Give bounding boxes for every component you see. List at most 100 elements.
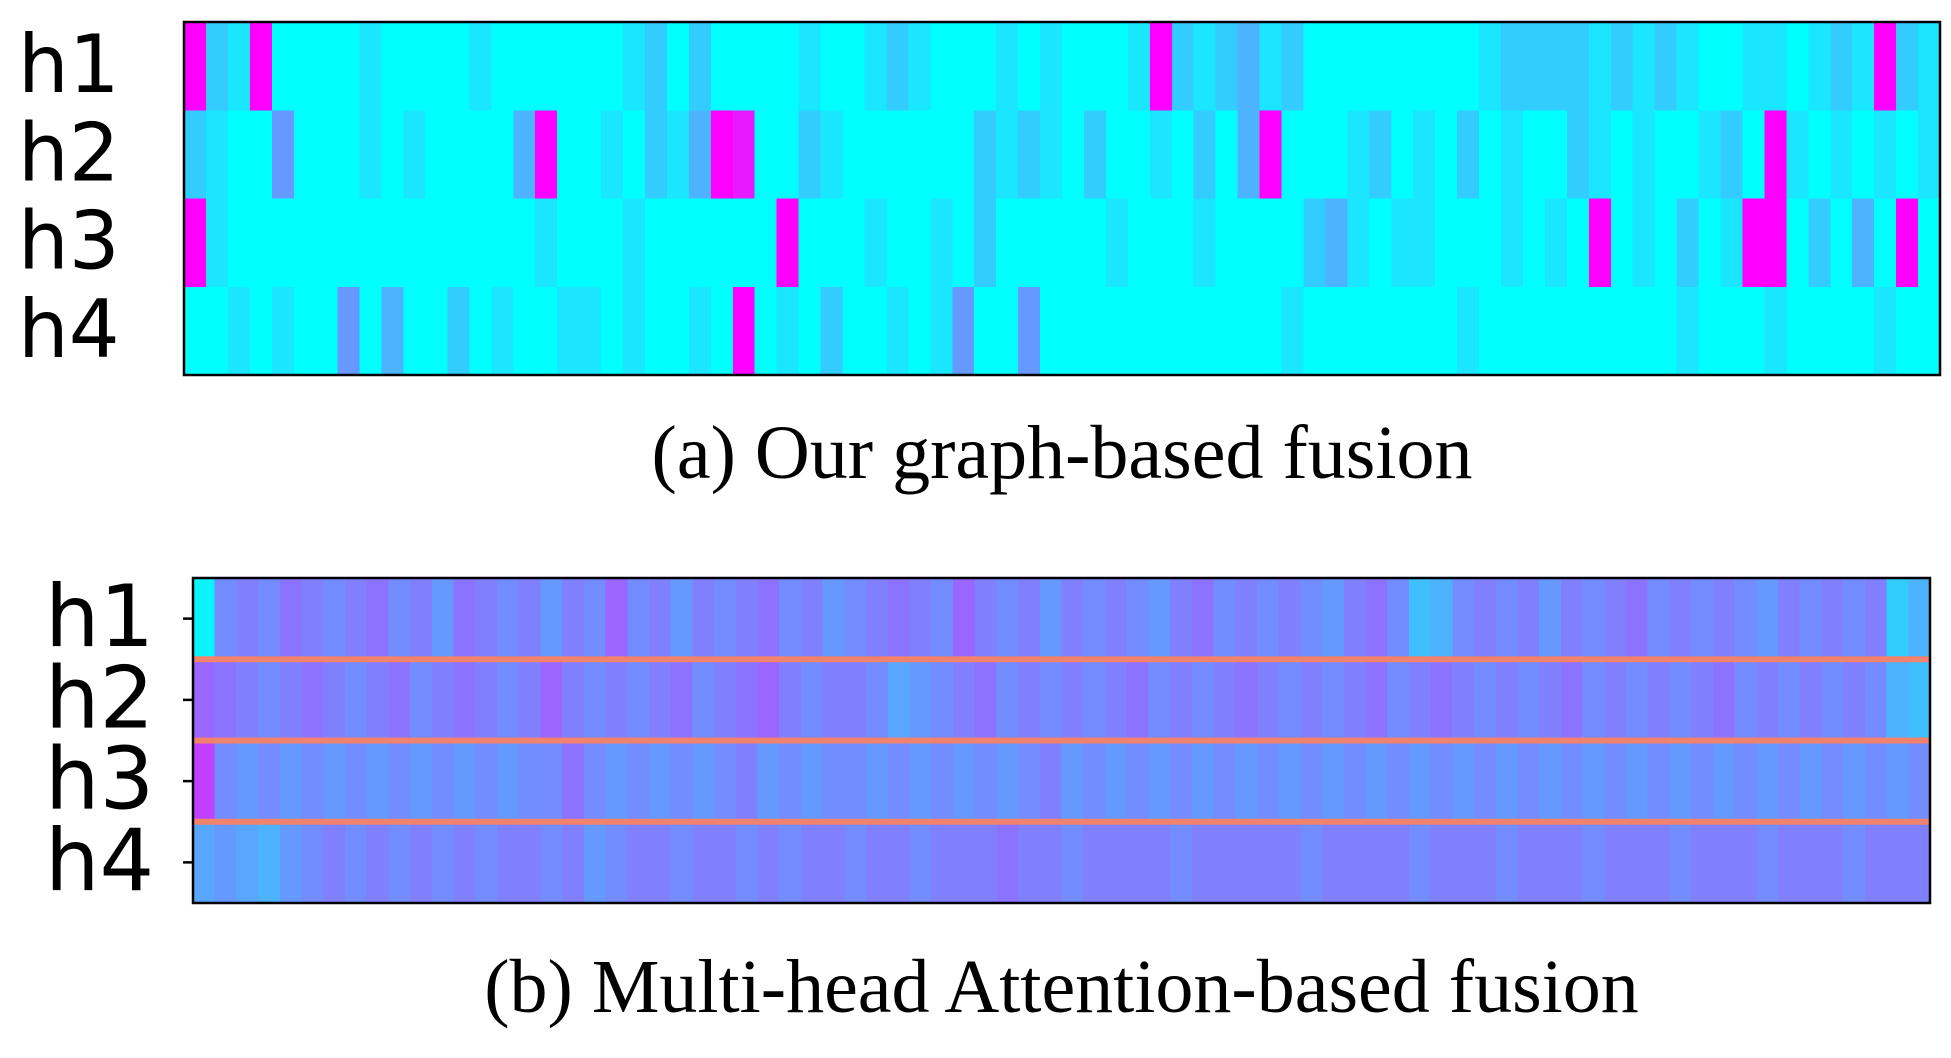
heatmap-cell [1908, 740, 1931, 823]
heatmap-cell [1821, 578, 1844, 660]
heatmap-cell [1062, 110, 1085, 200]
heatmap-cell [1495, 659, 1519, 742]
heatmap-cell [1213, 740, 1236, 823]
heatmap-cell [1647, 740, 1671, 823]
heatmap-cell [1479, 286, 1502, 376]
heatmap-cell [1647, 659, 1671, 742]
heatmap-cell [1369, 22, 1392, 111]
heatmap-cell [535, 198, 558, 288]
heatmap-cell [820, 198, 844, 288]
heatmap-cell [1322, 659, 1345, 742]
heatmap-cell [1061, 821, 1084, 904]
heatmap-cell [1918, 22, 1941, 111]
heatmap-cell [931, 659, 954, 742]
heatmap-cell [1654, 22, 1678, 111]
heatmap-cell [1104, 578, 1128, 660]
heatmap-cell [648, 821, 672, 904]
heatmap-cell [1193, 22, 1217, 111]
heatmap-cell [1062, 22, 1085, 111]
heatmap-cell [627, 578, 650, 660]
heatmap-cell [1325, 286, 1348, 376]
heatmap-cell [692, 659, 715, 742]
heatmap-cell [1171, 22, 1195, 111]
heatmap-cell [1387, 740, 1410, 823]
row-label: h3 [18, 195, 120, 288]
heatmap-cell [236, 821, 259, 904]
heatmap-cell [887, 740, 911, 823]
heatmap-cell [1039, 740, 1063, 823]
heatmap-cell [1191, 659, 1215, 742]
heatmap-cell [1408, 821, 1432, 904]
heatmap-cell [1669, 821, 1692, 904]
heatmap-cell [909, 578, 932, 660]
heatmap-cell [1365, 659, 1388, 742]
heatmap-cell [1874, 198, 1897, 288]
heatmap-cell [1430, 740, 1453, 823]
heatmap-cell [1886, 578, 1909, 660]
heatmap-cell [403, 110, 427, 200]
heatmap-cell [648, 659, 672, 742]
heatmap-cell [1303, 110, 1326, 200]
heatmap-cell [1560, 821, 1584, 904]
heatmap-cell [1517, 821, 1540, 904]
heatmap-cell [1764, 198, 1787, 288]
heatmap-cell [1886, 821, 1909, 904]
heatmap-cell [887, 578, 911, 660]
heatmap-cell [205, 22, 229, 111]
heatmap-cell [601, 22, 624, 111]
heatmap-cell [1676, 198, 1700, 288]
heatmap-cell [909, 740, 932, 823]
row-label: h3 [45, 730, 154, 830]
heatmap-cell [1734, 578, 1757, 660]
heatmap-cell [496, 659, 520, 742]
heatmap-cell [1647, 578, 1671, 660]
heatmap-cell [1896, 286, 1919, 376]
heatmap-cell [469, 286, 492, 376]
heatmap-cell [518, 740, 541, 823]
heatmap-cell [381, 110, 405, 200]
heatmap-cell [1501, 22, 1524, 111]
heatmap-cell [757, 578, 780, 660]
heatmap-cell [1105, 110, 1129, 200]
heatmap-cell [1479, 110, 1502, 200]
heatmap-cell [974, 286, 997, 376]
heatmap-cell [1300, 578, 1323, 660]
heatmap-cell [1104, 659, 1128, 742]
heatmap-cell [1786, 22, 1809, 111]
heatmap-cell [1654, 198, 1678, 288]
heatmap-cell [344, 659, 368, 742]
heatmap-cell [754, 286, 778, 376]
heatmap-cell [1886, 659, 1909, 742]
heatmap-cell [447, 286, 470, 376]
heatmap-cell [1281, 22, 1305, 111]
heatmap-cell [271, 198, 295, 288]
heatmap-cell [1281, 110, 1305, 200]
heatmap-cell [844, 659, 867, 742]
heatmap-cell [1560, 659, 1584, 742]
heatmap-cell [1582, 659, 1605, 742]
heatmap-cell [236, 740, 259, 823]
heatmap-cell [1062, 286, 1085, 376]
heatmap-cell [337, 110, 361, 200]
heatmap-cell [205, 198, 229, 288]
heatmap-cell [453, 821, 476, 904]
heatmap-cell [974, 659, 997, 742]
row-label: h4 [18, 283, 120, 376]
heatmap-cell [1281, 286, 1305, 376]
heatmap-cell [1821, 659, 1844, 742]
heatmap-cell [1347, 286, 1370, 376]
heatmap-cell [1474, 740, 1497, 823]
heatmap-cell [1149, 286, 1173, 376]
heatmap-cell [1457, 286, 1480, 376]
heatmap-cell [866, 659, 889, 742]
heatmap-cell [1325, 22, 1348, 111]
heatmap-cell [431, 821, 455, 904]
heatmap-cell [1387, 578, 1410, 660]
heatmap-cell [388, 578, 411, 660]
heatmap-cell [1522, 286, 1546, 376]
heatmap-cell [410, 659, 433, 742]
heatmap-cell [800, 821, 824, 904]
heatmap-cell [1170, 740, 1193, 823]
heatmap-cell [562, 578, 585, 660]
heatmap-cell [1391, 286, 1414, 376]
